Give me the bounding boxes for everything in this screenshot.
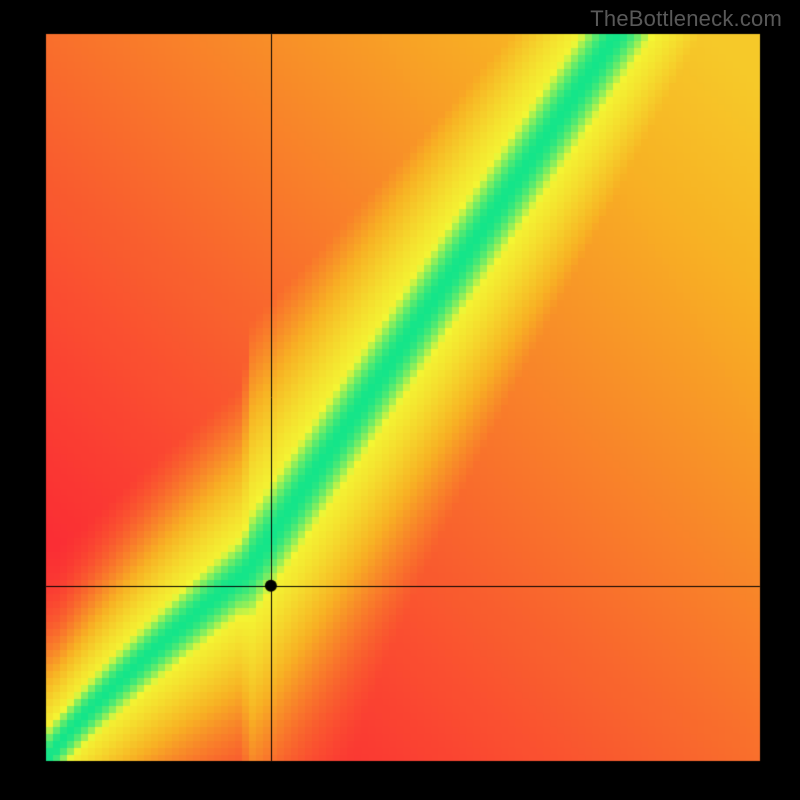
crosshair-overlay	[0, 0, 800, 800]
chart-container: TheBottleneck.com	[0, 0, 800, 800]
watermark-text: TheBottleneck.com	[590, 6, 782, 32]
